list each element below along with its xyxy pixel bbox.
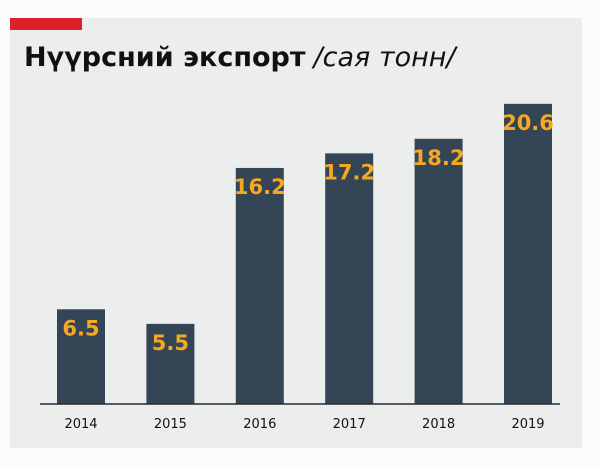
bar-2017: [325, 153, 374, 404]
bar-value-label-2014: 6.5: [62, 316, 99, 340]
x-tick-label-2015: 2015: [154, 417, 187, 432]
chart-title-block: Нүүрсний экспорт/сая тонн/: [24, 42, 456, 73]
x-tick-label-2014: 2014: [64, 417, 97, 432]
bar-value-label-2018: 18.2: [413, 146, 465, 170]
bar-labels-group: 6.5 5.5 16.2 17.2 18.2 20.6: [62, 111, 554, 355]
chart-unit: /сая тонн/: [313, 42, 456, 73]
bar-2019: [504, 103, 552, 404]
bar-value-label-2016: 16.2: [234, 175, 286, 199]
bar-value-label-2017: 17.2: [323, 160, 375, 184]
bar-value-label-2019: 20.6: [502, 111, 554, 135]
x-tick-group: 2014 2015 2016 2017 2018 2019: [64, 417, 544, 432]
bar-2018: [414, 138, 463, 405]
x-tick-label-2018: 2018: [422, 417, 455, 432]
x-tick-label-2016: 2016: [243, 417, 276, 432]
bar-2015: [146, 323, 195, 404]
chart-panel: [10, 18, 582, 448]
bar-value-label-2015: 5.5: [152, 331, 189, 355]
accent-bar: [10, 18, 82, 30]
x-tick-label-2017: 2017: [333, 417, 366, 432]
x-tick-label-2019: 2019: [511, 417, 544, 432]
chart-title: Нүүрсний экспорт: [24, 42, 306, 73]
bar-2016: [235, 167, 284, 404]
bars-group: [57, 103, 552, 405]
bar-2014: [57, 309, 105, 404]
